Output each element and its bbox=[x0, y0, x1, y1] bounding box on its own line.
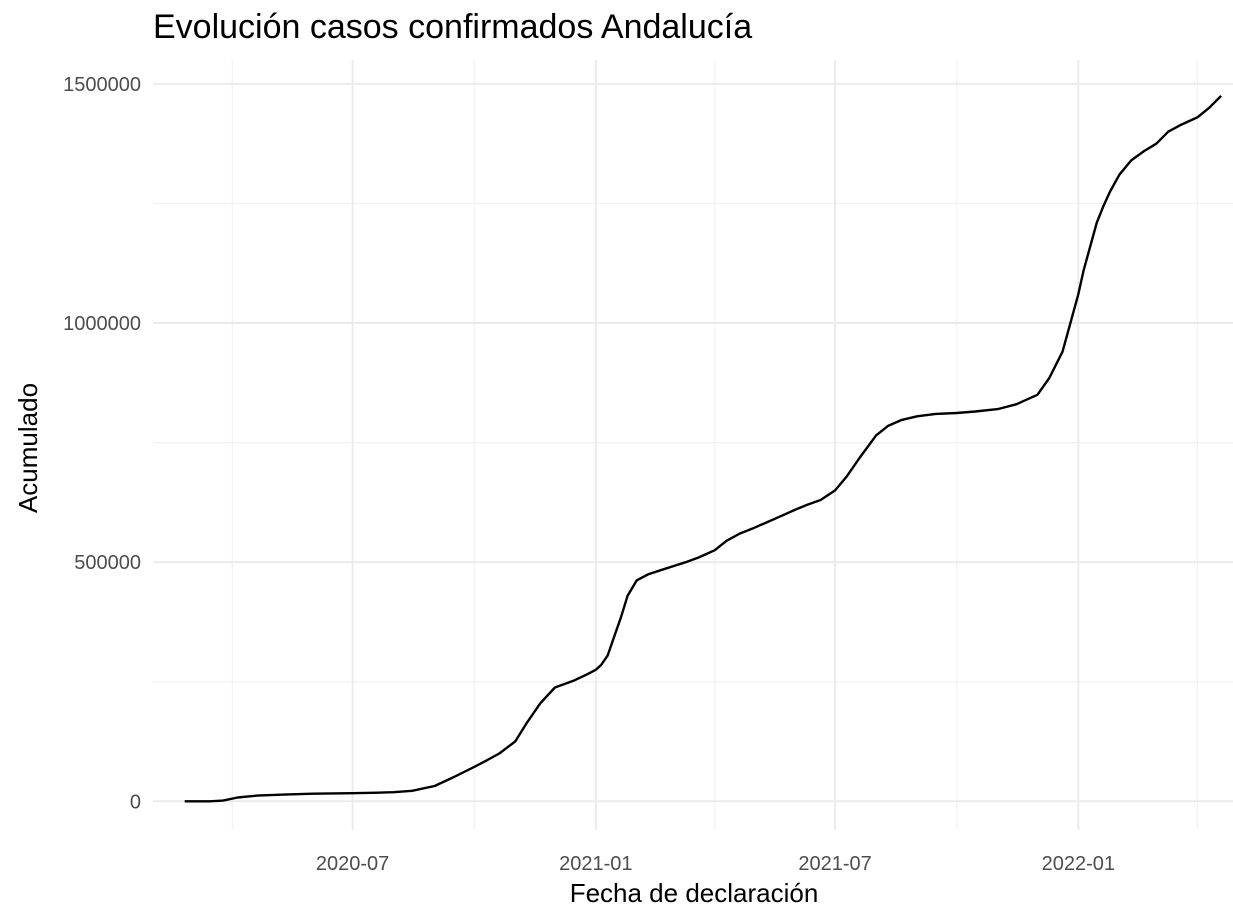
plot-grid bbox=[153, 60, 1233, 830]
x-tick-label-1: 2021-01 bbox=[559, 853, 632, 875]
y-tick-label-2: 1000000 bbox=[63, 313, 141, 335]
y-axis-ticks: 0 500000 1000000 1500000 bbox=[63, 74, 141, 813]
y-tick-label-1: 500000 bbox=[74, 552, 141, 574]
chart-title: Evolución casos confirmados Andalucía bbox=[153, 8, 752, 46]
series-line bbox=[184, 95, 1222, 803]
x-axis-title: Fecha de declaración bbox=[570, 878, 819, 908]
x-axis-ticks: 2020-07 2021-01 2021-07 2022-01 bbox=[316, 853, 1115, 875]
x-tick-label-3: 2022-01 bbox=[1042, 853, 1115, 875]
y-tick-label-0: 0 bbox=[130, 791, 141, 813]
y-axis-title: Acumulado bbox=[13, 383, 43, 513]
x-tick-label-2: 2021-07 bbox=[798, 853, 871, 875]
y-tick-label-3: 1500000 bbox=[63, 74, 141, 96]
x-tick-label-0: 2020-07 bbox=[316, 853, 389, 875]
